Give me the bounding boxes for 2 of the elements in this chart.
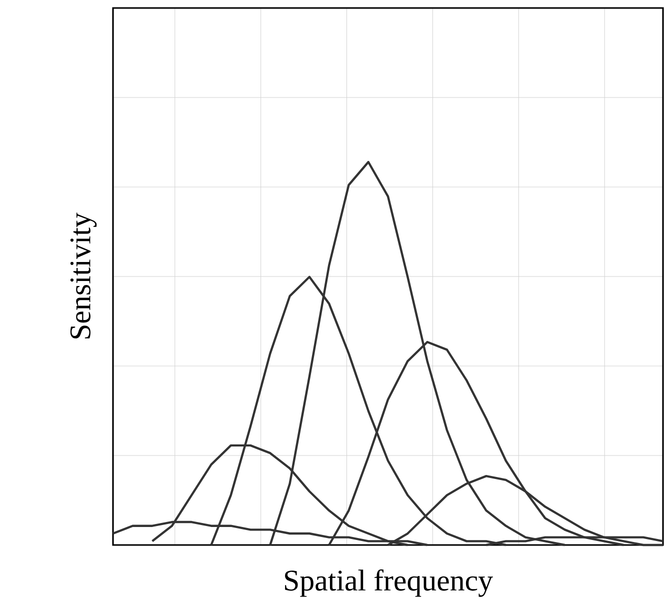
y-axis-title: Sensitivity [70,212,97,338]
x-axis-title: Spatial frequency [285,569,493,597]
